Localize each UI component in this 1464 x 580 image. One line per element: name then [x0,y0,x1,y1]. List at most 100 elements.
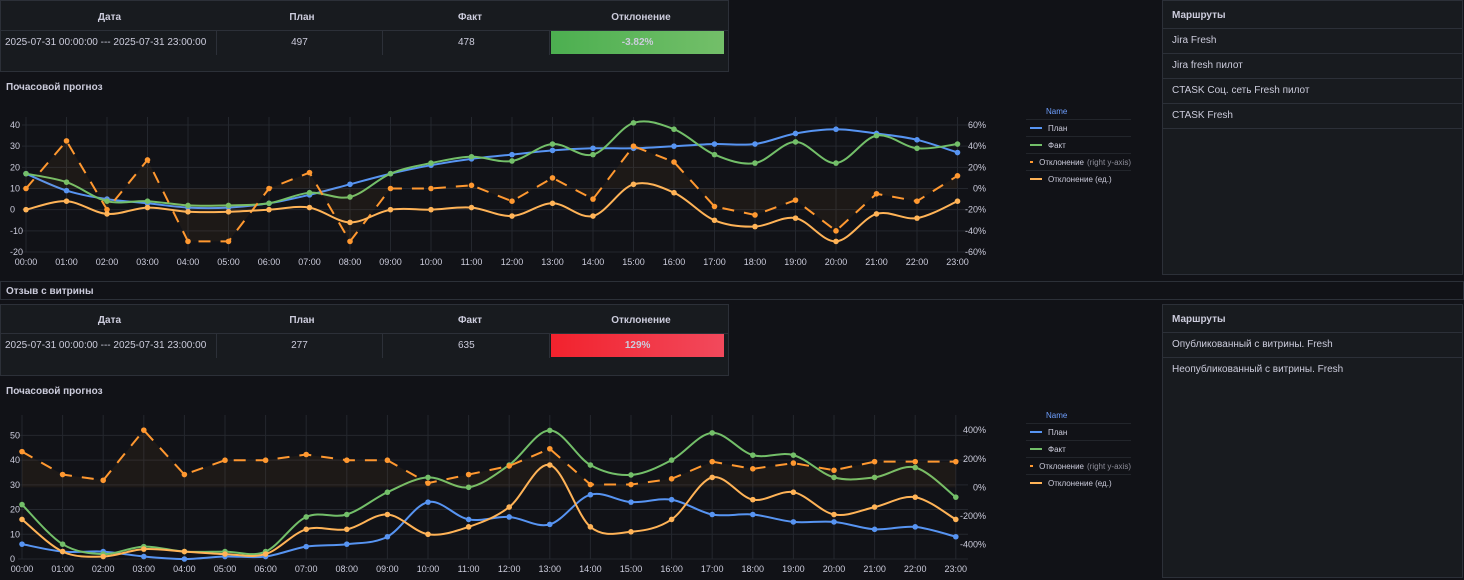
routes-panel-1 [1162,0,1463,275]
data-point [630,120,637,126]
data-point [873,190,880,197]
y-tick-label: 20 [10,162,20,172]
x-tick-label: 14:00 [579,564,602,574]
column-header-plan[interactable]: План [289,314,315,326]
data-point [871,504,878,510]
data-point [954,141,961,147]
legend-item[interactable]: Отклонение (ед.) [1026,474,1131,491]
column-header-fact[interactable]: Факт [458,314,482,326]
hourly-forecast-chart-1[interactable]: -20 -10 0 10 20 30 40 00:00 01:00 02:00 03:00 04:00… [0,100,1030,275]
data-point [790,489,797,496]
y2-tick-label: 60% [968,120,986,130]
y-tick-label: -10 [10,226,23,236]
legend-swatch [1030,178,1042,180]
y-tick-label: 40 [10,455,20,465]
route-item[interactable]: Jira Fresh [1163,29,1462,54]
data-point [831,511,837,518]
x-tick-label: 21:00 [863,564,886,574]
series-line [25,182,958,243]
column-header-plan[interactable]: План [289,11,315,23]
fact-cell: 478 [383,30,551,55]
data-point [709,458,715,465]
legend-item[interactable]: Факт [1026,440,1131,457]
data-point [104,198,110,204]
data-point [628,472,634,478]
hourly-forecast-chart-2[interactable]: 0 10 20 30 40 50 00:00 01:00 02:00 03:00 04:00 05:0… [0,404,1030,580]
data-point [547,427,553,434]
x-tick-label: 00:00 [15,257,38,267]
route-item[interactable]: Опубликованный с витрины. Fresh [1163,333,1462,358]
legend-label: План [1048,123,1068,133]
legend-item[interactable]: Отклонение (right y-axis) [1026,153,1131,170]
x-tick-label: 20:00 [825,257,848,267]
data-point [266,200,272,207]
route-item[interactable]: CTASK Соц. сеть Fresh пилот [1163,79,1462,104]
data-point [428,206,434,213]
legend-item[interactable]: Отклонение (ед.) [1026,170,1131,187]
data-point [549,147,556,154]
column-header-date[interactable]: Дата [97,11,122,23]
series-area [22,430,956,488]
series-line [25,120,958,207]
data-point [63,138,70,144]
data-point [266,185,272,192]
series-area [26,140,958,242]
y-tick-label: 30 [10,480,20,490]
route-item[interactable]: Jira fresh пилот [1163,54,1462,79]
routes-header[interactable]: Маршруты [1163,3,1462,29]
data-point [711,217,718,224]
table-header: Дата План Факт Отклонение [1,307,728,334]
data-point [266,206,272,213]
data-point [873,132,880,139]
chart-legend-1: Name План Факт Отклонение (right y-axis) Откл… [1026,105,1131,187]
route-item[interactable]: CTASK Fresh [1163,104,1462,129]
data-point [954,198,961,204]
data-point [833,160,839,166]
fact-cell: 635 [383,333,551,358]
x-tick-label: 17:00 [703,257,726,267]
legend-item[interactable]: Отклонение (right y-axis) [1026,457,1131,474]
data-point [384,489,391,496]
routes-list-1: Маршруты Jira Fresh Jira fresh пилот CTA… [1163,3,1462,129]
data-point [709,430,715,436]
route-item[interactable]: Неопубликованный с витрины. Fresh [1172,364,1344,375]
data-point [792,130,799,137]
legend-label: Отклонение [1039,157,1084,167]
data-point [833,126,839,133]
column-header-deviation[interactable]: Отклонение [611,314,671,326]
routes-panel-2 [1162,304,1463,578]
x-tick-label: 01:00 [55,257,78,267]
x-tick-label: 19:00 [784,257,807,267]
data-point [711,203,718,210]
deviation-cell: 129% [551,334,725,357]
x-tick-label: 11:00 [458,564,480,574]
data-point [344,526,350,533]
data-point [833,228,839,234]
data-point [387,170,394,177]
data-point [590,196,596,202]
routes-header[interactable]: Маршруты [1163,307,1462,333]
data-point [912,464,918,471]
x-tick-label: 08:00 [339,257,362,267]
x-tick-label: 03:00 [133,564,156,574]
data-point [222,551,228,557]
x-tick-label: 18:00 [742,564,765,574]
column-header-fact[interactable]: Факт [458,11,482,23]
row-separator[interactable]: Отзыв с витрины [0,281,1464,300]
data-point [954,173,961,179]
legend-item[interactable]: План [1026,423,1131,440]
legend-item[interactable]: Факт [1026,136,1131,153]
data-point [790,452,797,458]
data-point [23,185,29,192]
column-header-date[interactable]: Дата [97,314,122,326]
legend-item[interactable]: План [1026,119,1131,136]
data-point [668,496,675,503]
column-header-deviation[interactable]: Отклонение [611,11,671,23]
data-point [914,137,920,143]
data-point [750,466,756,472]
chart-title-2: Почасовой прогноз [6,386,103,397]
x-tick-label: 18:00 [744,257,767,267]
x-tick-label: 15:00 [622,257,645,267]
data-point [750,452,756,458]
data-point [671,126,677,133]
